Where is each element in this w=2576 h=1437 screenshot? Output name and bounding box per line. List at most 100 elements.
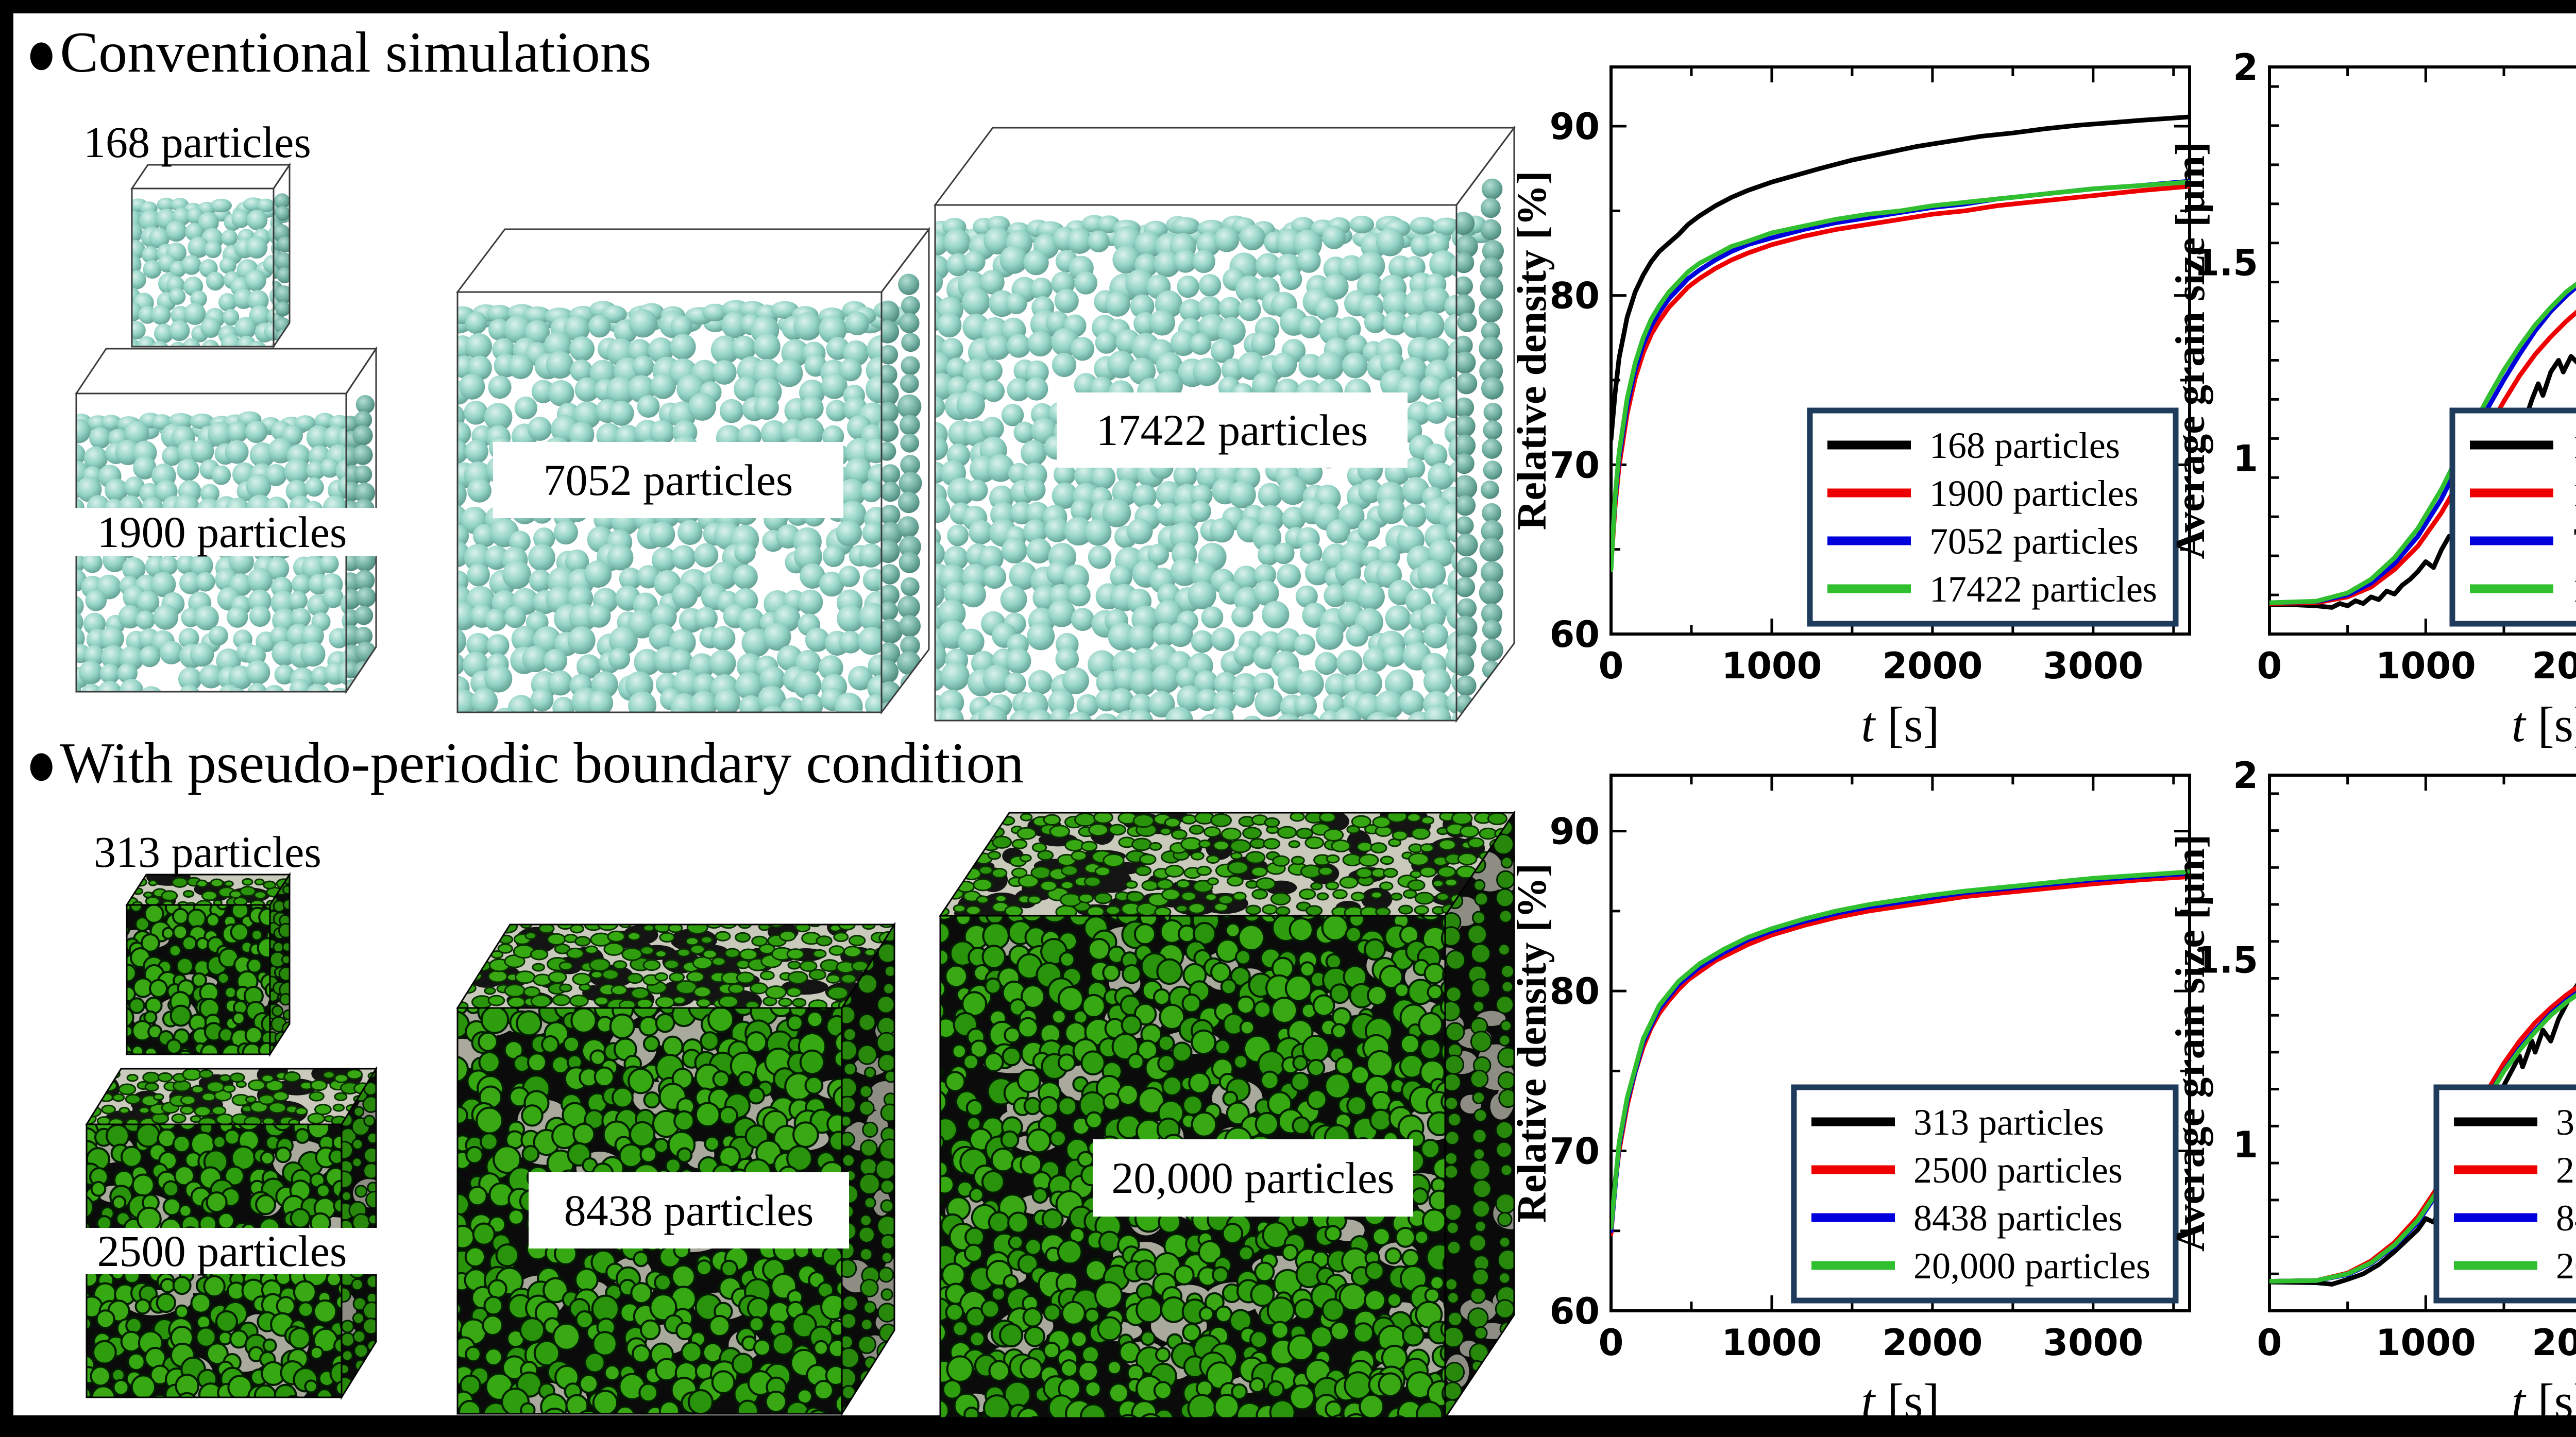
axis-ticks	[1609, 775, 2190, 1312]
plot-border	[1609, 774, 2191, 1312]
legend-label: 313 particles	[2556, 1102, 2576, 1143]
legend-label: 1900 particles	[1929, 473, 2139, 514]
series-20-000-particles	[1611, 869, 2190, 1230]
x-tick-label: 1000	[1722, 645, 1822, 687]
y-tick-label: 70	[1550, 1131, 1600, 1173]
chart-density-conv: 0 1000 2000 3000 60 70 80 90 Relative density [%…	[1510, 65, 2191, 752]
section-title-text: With pseudo-periodic boundary condition	[60, 731, 1024, 795]
x-tick-label: 2000	[2532, 645, 2576, 687]
legend-label: 2500 particles	[2556, 1150, 2576, 1191]
legend-label: 7052 particles	[1929, 521, 2139, 562]
series-lines	[2269, 983, 2576, 1287]
series-313-particles	[2269, 983, 2576, 1287]
y-tick-label: 1.5	[2194, 939, 2258, 982]
legend-label: 8438 particles	[1913, 1198, 2123, 1239]
axis-ticks	[2268, 775, 2505, 1312]
y-tick-label: 2	[2233, 46, 2258, 89]
cube-label-17422: 17422 particles	[1057, 392, 1408, 468]
axis-ticks	[2268, 67, 2505, 636]
cube-168-particles	[130, 162, 291, 349]
y-tick-label: 1	[2233, 1124, 2258, 1166]
legend-label: 2500 particles	[1913, 1150, 2123, 1191]
cube-label-7052: 7052 particles	[493, 442, 843, 518]
cube-8438-particles	[456, 921, 896, 1417]
cube-20000-particles	[939, 810, 1516, 1421]
frame-bottom	[0, 1415, 2576, 1437]
series-lines	[1611, 114, 2190, 572]
x-axis-label: t [s]	[1861, 1374, 1940, 1429]
y-tick-label: 60	[1550, 1290, 1600, 1332]
y-axis-label: Relative density [%]	[1510, 171, 1555, 531]
x-axis-label: t [s]	[2512, 1374, 2576, 1429]
plot-border	[2268, 65, 2576, 636]
x-tick-label: 2000	[2532, 1322, 2576, 1364]
x-axis-label: t [s]	[2512, 697, 2576, 752]
legend-label: 313 particles	[1913, 1102, 2104, 1143]
y-tick-label: 80	[1550, 970, 1600, 1013]
plot-border	[2268, 774, 2576, 1312]
y-tick-label: 90	[1550, 106, 1600, 148]
series-7052-particles	[2269, 284, 2576, 605]
legend-label: 7052 particles	[2572, 521, 2576, 562]
series-168-particles	[2269, 354, 2576, 610]
section-title-text: Conventional simulations	[60, 21, 652, 84]
x-tick-label: 1000	[2376, 645, 2476, 687]
cube-313-particles	[125, 871, 291, 1057]
cube-label-168: 168 particles	[83, 117, 311, 167]
x-tick-label: 1000	[2376, 1322, 2476, 1364]
series-lines	[2269, 281, 2576, 610]
legend-label: 168 particles	[1929, 425, 2120, 466]
x-axis-label: t [s]	[1861, 697, 1940, 752]
bullet-icon: ●	[26, 17, 57, 89]
legend-label: 168 particles	[2572, 425, 2576, 466]
section-title-ppbc: ● With pseudo-periodic boundary conditio…	[26, 728, 1024, 799]
legend-label: 8438 particles	[2556, 1198, 2576, 1239]
x-tick-label: 2000	[1882, 645, 1982, 687]
bullet-icon: ●	[26, 728, 57, 799]
x-tick-label: 0	[2257, 1322, 2282, 1364]
y-tick-label: 1	[2233, 437, 2258, 480]
series-1900-particles	[1611, 184, 2190, 569]
y-tick-label: 70	[1550, 444, 1600, 486]
legend-label: 1900 particles	[2572, 473, 2576, 514]
legend-label: 17422 particles	[2572, 569, 2576, 610]
y-axis-label: Average grain size [μm]	[2168, 834, 2213, 1252]
legend: 168 particles 1900 particles 7052 particle…	[1807, 407, 2179, 627]
series-17422-particles	[1611, 180, 2190, 572]
series-lines	[1611, 869, 2190, 1237]
series-168-particles	[1611, 114, 2190, 442]
cube-2500-particles	[85, 1066, 378, 1400]
cube-7052-particles	[455, 227, 931, 715]
x-tick-label: 3000	[2043, 1322, 2143, 1364]
cube-label-8438: 8438 particles	[529, 1172, 849, 1248]
legend: 313 particles 2500 particles 8438 particle…	[1791, 1084, 2179, 1304]
y-tick-label: 90	[1550, 811, 1600, 853]
plot-border	[1609, 65, 2191, 636]
chart-density-ppbc: 0 1000 2000 3000 60 70 80 90 Relative density [%…	[1510, 774, 2191, 1429]
legend: 313 particles 2500 particles 8438 particle…	[2433, 1084, 2576, 1304]
y-axis-label: Average grain size [μm]	[2168, 142, 2213, 559]
y-tick-label: 1.5	[2194, 242, 2258, 284]
series-1900-particles	[2269, 310, 2576, 606]
y-tick-label: 80	[1550, 275, 1600, 317]
section-title-conventional: ● Conventional simulations	[26, 17, 652, 89]
cube-label-2500: 2500 particles	[65, 1226, 379, 1276]
axis-ticks	[1609, 67, 2190, 636]
y-axis-label: Relative density [%]	[1510, 863, 1555, 1223]
frame-top	[0, 0, 2576, 13]
legend-label: 20,000 particles	[1913, 1245, 2150, 1287]
x-tick-label: 0	[2257, 645, 2282, 687]
y-tick-label: 60	[1550, 613, 1600, 656]
cube-label-1900: 1900 particles	[65, 507, 379, 557]
cube-label-20000: 20,000 particles	[1093, 1139, 1413, 1217]
legend-label: 17422 particles	[1929, 569, 2157, 610]
frame-left	[0, 0, 13, 1437]
x-tick-label: 0	[1599, 1322, 1624, 1364]
series-20-000-particles	[2269, 993, 2576, 1284]
x-tick-label: 2000	[1882, 1322, 1982, 1364]
legend-label: 20,000 particles	[2556, 1245, 2576, 1287]
x-tick-label: 3000	[2043, 645, 2143, 687]
